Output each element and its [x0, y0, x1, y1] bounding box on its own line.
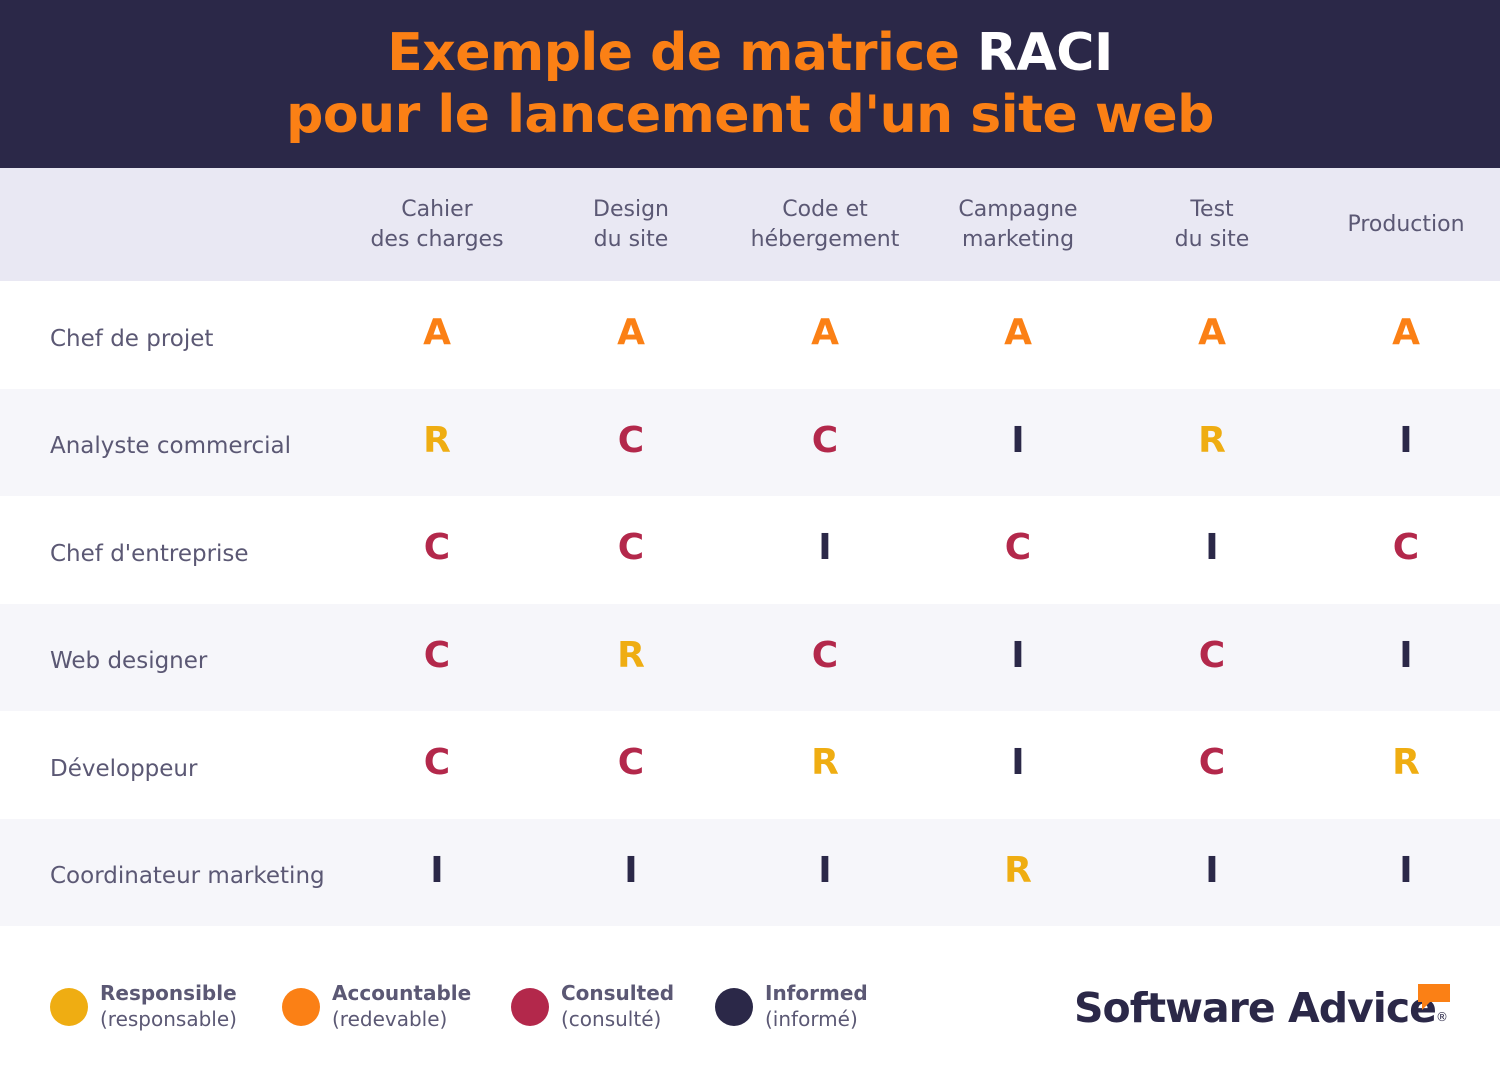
- raci-cell: I: [818, 527, 832, 569]
- registered-mark: ®: [1435, 1010, 1448, 1024]
- raci-cell: I: [430, 849, 444, 891]
- raci-cell: R: [811, 742, 839, 784]
- table-row: Chef d'entreprise C C I C I C: [0, 496, 1500, 604]
- raci-cell: R: [1004, 849, 1032, 891]
- table-row: Analyste commercial R C C I R I: [0, 388, 1500, 496]
- legend-title: Responsible: [100, 981, 237, 1005]
- column-header-line: Design: [593, 196, 669, 222]
- raci-cell: I: [1011, 742, 1025, 784]
- raci-cell: C: [1392, 527, 1420, 569]
- row-role-label: Coordinateur marketing: [50, 863, 325, 890]
- responsible-dot-icon: [50, 988, 88, 1026]
- raci-cell: I: [1011, 419, 1025, 461]
- column-header-line: des charges: [370, 226, 504, 252]
- table-body: Chef de projet A A A A A A Analyste commercial R…: [0, 281, 1500, 926]
- legend-item-accountable: Accountable (redevable): [282, 980, 471, 1032]
- raci-cell: A: [1392, 312, 1420, 354]
- column-header-line: Code et: [782, 196, 868, 222]
- legend-subtitle: (redevable): [332, 1007, 448, 1031]
- column-header-line: Campagne: [958, 196, 1078, 222]
- accountable-dot-icon: [282, 988, 320, 1026]
- raci-cell: C: [1198, 742, 1226, 784]
- legend-item-consulted: Consulted (consulté): [511, 980, 674, 1032]
- brand-name: Software Advice: [1074, 984, 1437, 1032]
- table-row: Chef de projet A A A A A A: [0, 281, 1500, 389]
- raci-cell: R: [1198, 419, 1226, 461]
- legend-subtitle: (responsable): [100, 1007, 237, 1031]
- raci-cell: A: [1198, 312, 1226, 354]
- legend-subtitle: (informé): [765, 1007, 858, 1031]
- raci-cell: I: [818, 849, 832, 891]
- raci-cell: R: [1392, 742, 1420, 784]
- raci-cell: R: [617, 634, 645, 676]
- raci-cell: I: [1399, 849, 1413, 891]
- raci-cell: C: [617, 419, 645, 461]
- raci-cell: A: [617, 312, 645, 354]
- speech-bubble-icon: [1418, 984, 1450, 1010]
- raci-cell: C: [1198, 634, 1226, 676]
- legend-item-responsible: Responsible (responsable): [50, 980, 237, 1032]
- raci-cell: C: [617, 527, 645, 569]
- legend-subtitle: (consulté): [561, 1007, 662, 1031]
- table-row: Coordinateur marketing I I I R I I: [0, 818, 1500, 926]
- column-header-6: Production: [1309, 168, 1500, 281]
- column-header-4: Campagne marketing: [921, 168, 1115, 281]
- title-highlight: RACI: [977, 23, 1113, 83]
- raci-cell: C: [1004, 527, 1032, 569]
- column-header-line: marketing: [961, 226, 1075, 252]
- column-header-3: Code et hébergement: [728, 168, 922, 281]
- raci-cell: I: [624, 849, 638, 891]
- column-header-5: Test du site: [1115, 168, 1309, 281]
- raci-cell: C: [811, 419, 839, 461]
- row-role-label: Développeur: [50, 755, 198, 782]
- raci-cell: I: [1399, 419, 1413, 461]
- raci-cell: I: [1399, 634, 1413, 676]
- raci-cell: C: [617, 742, 645, 784]
- row-role-label: Chef d'entreprise: [50, 540, 249, 567]
- column-header-1: Cahier des charges: [340, 168, 534, 281]
- column-header-line: Production: [1347, 211, 1465, 237]
- raci-cell: I: [1205, 527, 1219, 569]
- title-part-1: Exemple de matrice: [387, 23, 978, 83]
- row-role-label: Chef de projet: [50, 325, 214, 352]
- raci-cell: A: [1004, 312, 1032, 354]
- row-role-label: Web designer: [50, 648, 208, 675]
- legend-title: Consulted: [561, 981, 675, 1005]
- legend-item-informed: Informed (informé): [715, 980, 868, 1032]
- title-line-2: pour le lancement d'un site web: [286, 85, 1214, 145]
- table-row: Web designer C R C I C I: [0, 603, 1500, 711]
- raci-cell: I: [1205, 849, 1219, 891]
- raci-cell: A: [811, 312, 839, 354]
- row-role-label: Analyste commercial: [50, 433, 292, 460]
- column-header-line: Test: [1190, 196, 1234, 222]
- raci-cell: C: [423, 527, 451, 569]
- raci-table: Cahier des charges Design du site Code et h…: [0, 168, 1500, 926]
- title-line-1: Exemple de matrice RACI: [387, 22, 1113, 84]
- column-header-line: Cahier: [401, 196, 473, 222]
- raci-cell: C: [423, 634, 451, 676]
- raci-cell: A: [423, 312, 451, 354]
- raci-cell: I: [1011, 634, 1025, 676]
- column-header-line: du site: [1174, 226, 1250, 252]
- informed-dot-icon: [715, 988, 753, 1026]
- title-banner: Exemple de matrice RACI pour le lancemen…: [0, 0, 1500, 168]
- column-header-row: Cahier des charges Design du site Code et h…: [0, 168, 1500, 281]
- table-row: Développeur C C R I C R: [0, 711, 1500, 819]
- legend-title: Accountable: [332, 981, 472, 1005]
- raci-cell: R: [423, 419, 451, 461]
- consulted-dot-icon: [511, 988, 549, 1026]
- software-advice-logo: Software Advice ®: [1074, 978, 1450, 1038]
- column-header-line: hébergement: [750, 226, 900, 252]
- raci-cell: C: [811, 634, 839, 676]
- column-header-line: du site: [593, 226, 669, 252]
- legend-title: Informed: [765, 981, 868, 1005]
- raci-cell: C: [423, 742, 451, 784]
- column-header-2: Design du site: [534, 168, 728, 281]
